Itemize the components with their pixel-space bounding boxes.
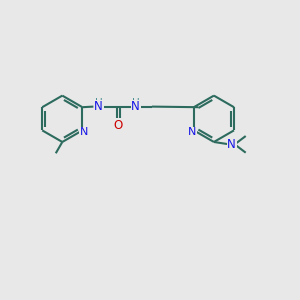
Text: N: N xyxy=(227,138,236,151)
Text: O: O xyxy=(114,118,123,131)
Text: N: N xyxy=(188,128,196,137)
Text: H: H xyxy=(132,98,140,108)
Text: H: H xyxy=(95,98,103,108)
Text: N: N xyxy=(131,100,140,113)
Text: N: N xyxy=(94,100,103,113)
Text: N: N xyxy=(80,128,88,137)
